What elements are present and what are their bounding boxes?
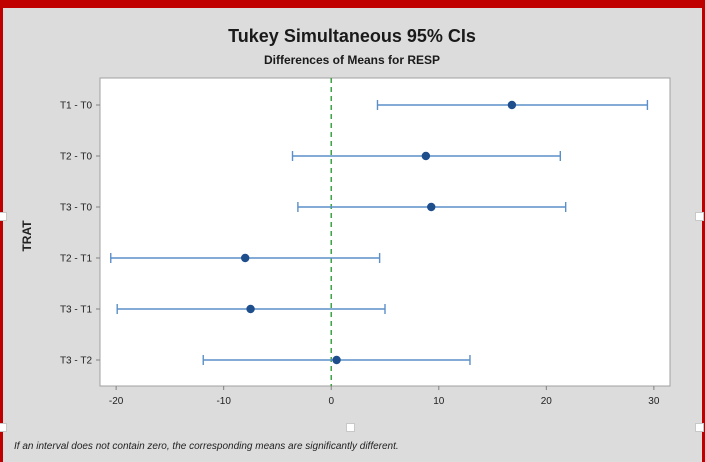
- top-border: [0, 0, 705, 8]
- x-tick-label: 0: [328, 396, 334, 407]
- y-tick-label: T3 - T2: [60, 356, 92, 367]
- y-tick-label: T3 - T1: [60, 305, 92, 316]
- resize-handle-left[interactable]: [0, 212, 7, 221]
- mean-difference-point: [332, 355, 341, 365]
- x-tick-label: 30: [648, 396, 660, 407]
- resize-handle-bottom[interactable]: [346, 423, 355, 432]
- x-tick-label: 10: [433, 396, 445, 407]
- mean-difference-point: [421, 151, 431, 161]
- resize-handle-bottom-left[interactable]: [0, 423, 7, 432]
- y-tick-label: T2 - T1: [60, 254, 92, 265]
- resize-handle-bottom-right[interactable]: [695, 423, 704, 432]
- x-tick-label: 20: [541, 396, 553, 407]
- right-border: [702, 8, 705, 462]
- left-border: [0, 8, 3, 462]
- y-tick-label: T1 - T0: [60, 101, 92, 112]
- footnote: If an interval does not contain zero, th…: [14, 441, 399, 452]
- chart-title: Tukey Simultaneous 95% CIs: [228, 26, 476, 46]
- y-tick-label: T2 - T0: [60, 152, 92, 163]
- chart-subtitle: Differences of Means for RESP: [264, 53, 440, 67]
- y-axis-title: TRAT: [20, 220, 34, 252]
- mean-difference-point: [246, 304, 255, 314]
- x-tick-label: -10: [216, 396, 231, 407]
- mean-difference-point: [240, 253, 250, 263]
- resize-handle-right[interactable]: [695, 212, 704, 221]
- plot-area: [99, 77, 671, 387]
- mean-difference-point: [427, 202, 436, 212]
- mean-difference-point: [507, 100, 517, 110]
- x-tick-label: -20: [109, 396, 124, 407]
- y-tick-label: T3 - T0: [60, 203, 92, 214]
